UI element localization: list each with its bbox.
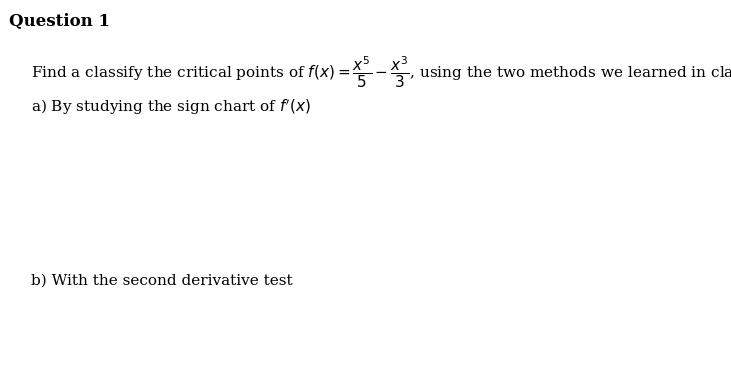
Text: Find a classify the critical points of $f(x) = \dfrac{x^5}{5} - \dfrac{x^3}{3}$,: Find a classify the critical points of $…: [31, 54, 731, 90]
Text: Question 1: Question 1: [9, 13, 110, 30]
Text: a) By studying the sign chart of $f'(x)$: a) By studying the sign chart of $f'(x)$: [31, 98, 311, 117]
Text: b) With the second derivative test: b) With the second derivative test: [31, 274, 292, 288]
